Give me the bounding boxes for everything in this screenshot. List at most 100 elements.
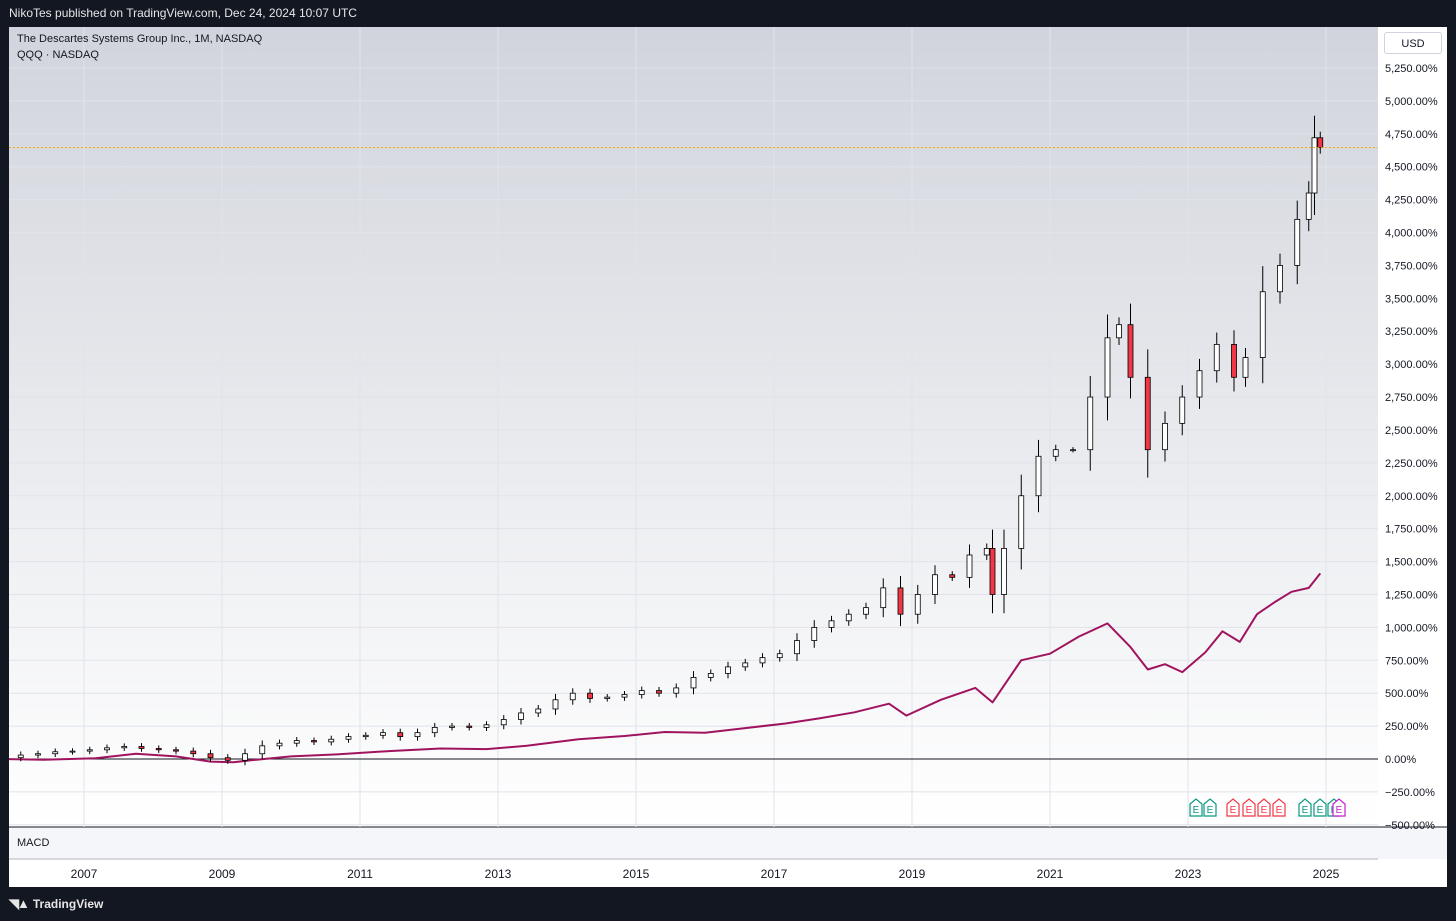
earnings-marker[interactable]: E [1242, 798, 1256, 817]
candle [1018, 474, 1025, 570]
candle-body [776, 653, 783, 659]
currency-button[interactable]: USD [1384, 32, 1442, 54]
candle-body [794, 640, 800, 655]
candle-body [414, 732, 421, 738]
candle [138, 743, 145, 752]
candle-body [966, 554, 973, 578]
candle [1213, 332, 1220, 383]
earnings-marker[interactable]: E [1272, 798, 1286, 817]
earnings-marker-shape [1189, 798, 1203, 817]
plot-background [9, 27, 1378, 827]
candle-body [483, 724, 490, 728]
earnings-marker[interactable]: E [1298, 798, 1312, 817]
earnings-marker[interactable]: E [1189, 798, 1203, 817]
footer-bar: ◥▲ TradingView [0, 887, 1456, 921]
y-tick-label: 0.00% [1385, 754, 1416, 766]
earnings-marker-label: E [1207, 805, 1214, 816]
grid-lines [9, 27, 1378, 827]
candle-body [621, 694, 628, 698]
chart-canvas[interactable]: 5,250.00% 5,000.00% 4,750.00% 4,500.00% 4,25… [9, 27, 1447, 887]
x-tick-label: 2017 [761, 867, 788, 881]
candle [1242, 348, 1249, 387]
candle-body [362, 734, 369, 738]
candle [569, 688, 576, 705]
candle [656, 687, 662, 697]
y-tick-label: 5,000.00% [1385, 96, 1438, 108]
earnings-marker[interactable]: E [1226, 798, 1240, 817]
candle [707, 669, 714, 682]
x-tick-label: 2015 [623, 867, 650, 881]
y-tick-label: 5,250.00% [1385, 63, 1438, 75]
candle [1294, 200, 1301, 285]
earnings-marker[interactable]: E [1203, 798, 1217, 817]
y-tick-label: 250.00% [1385, 721, 1429, 733]
earnings-marker-label: E [1336, 805, 1343, 816]
earnings-marker-shape [1332, 798, 1346, 817]
candle-body [259, 745, 266, 755]
y-tick-label: 1,250.00% [1385, 589, 1438, 601]
tradingview-logo[interactable]: ◥▲ TradingView [9, 896, 103, 912]
candle [759, 653, 766, 668]
x-tick-label: 2013 [485, 867, 512, 881]
candle [52, 748, 59, 758]
candle-body [1242, 357, 1249, 378]
earnings-marker[interactable]: E [1257, 798, 1271, 817]
y-tick-label: 3,250.00% [1385, 326, 1438, 338]
candle-body [759, 657, 766, 664]
candle [466, 723, 473, 731]
candle-body [190, 750, 197, 755]
earnings-markers[interactable]: EEEEEEEEEE [1189, 798, 1346, 817]
candle-body [1162, 422, 1168, 451]
candle-body [293, 740, 300, 744]
candle [276, 739, 283, 750]
candle-body [690, 676, 697, 689]
earnings-marker-shape [1313, 798, 1327, 817]
candle-body [1087, 396, 1094, 451]
y-tick-label: 4,500.00% [1385, 162, 1438, 174]
earnings-marker[interactable]: E [1332, 798, 1346, 817]
candle-body [535, 708, 542, 714]
price-scale-background [1378, 27, 1447, 827]
macd-indicator-label[interactable]: MACD [17, 837, 50, 849]
y-tick-label: 3,750.00% [1385, 260, 1438, 272]
candle-body [552, 699, 559, 710]
y-tick-label: 2,250.00% [1385, 458, 1438, 470]
candle [328, 735, 335, 746]
publisher-text: NikoTes published on TradingView.com, De… [9, 6, 357, 20]
tradingview-brand: TradingView [32, 897, 104, 911]
candle-body [1018, 495, 1025, 549]
candlestick-series-layer[interactable] [9, 115, 1324, 766]
candle-body [466, 725, 473, 728]
candle-body [1052, 449, 1059, 457]
candle-body [328, 738, 335, 743]
candle-body [121, 746, 128, 749]
candle [845, 609, 852, 626]
candle-body [1294, 218, 1301, 266]
candle [742, 658, 749, 671]
qqq-compare-line [9, 572, 1322, 764]
candle-body [983, 548, 990, 556]
candle-body [1127, 324, 1134, 378]
y-tick-label: −500.00% [1385, 820, 1435, 832]
compare-legend[interactable]: QQQ · NASDAQ [17, 49, 99, 61]
symbol-legend[interactable]: The Descartes Systems Group Inc., 1M, NA… [17, 33, 263, 45]
chart-frame[interactable]: 5,250.00% 5,000.00% 4,750.00% 4,500.00% 4,25… [9, 27, 1447, 887]
y-tick-label: 4,000.00% [1385, 228, 1438, 240]
earnings-marker-label: E [1276, 805, 1283, 816]
candle-body [1001, 548, 1007, 595]
candle [362, 732, 369, 740]
earnings-marker-shape [1272, 798, 1286, 817]
earnings-marker[interactable]: E [1313, 798, 1327, 817]
earnings-marker-shape [1242, 798, 1256, 817]
candle-body [897, 587, 904, 615]
candle [1259, 266, 1266, 384]
candle [983, 543, 990, 560]
candle [242, 748, 248, 766]
candle [673, 683, 680, 698]
y-tick-label: 2,500.00% [1385, 425, 1438, 437]
candle-body [207, 753, 214, 759]
candle [966, 544, 973, 588]
candle-body [397, 732, 404, 738]
candle [897, 576, 904, 627]
candle-body [276, 742, 283, 747]
